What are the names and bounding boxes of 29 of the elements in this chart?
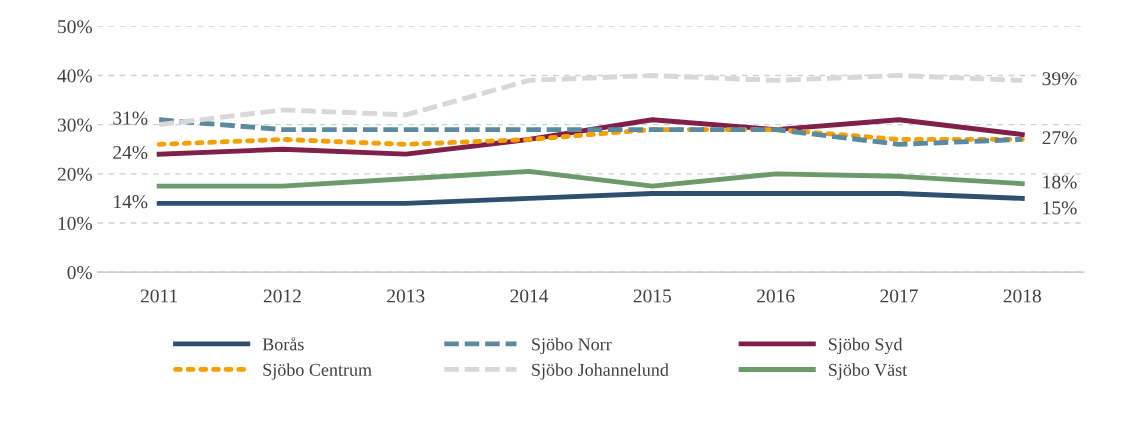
annotation: 15%	[1043, 201, 1077, 215]
legend-label: Borås	[262, 337, 304, 351]
annotation: 31%	[113, 111, 148, 125]
legend-label: Sjöbo Syd	[828, 337, 903, 355]
annotation: 24%	[113, 145, 148, 160]
legend-label: Sjöbo Norr	[532, 337, 612, 355]
x-tick-label: 2016	[757, 289, 795, 303]
x-tick-label: 2011	[140, 289, 178, 303]
legend-label: Sjöbo Centrum	[263, 363, 372, 380]
annotation: 27%	[1042, 131, 1077, 145]
y-tick-label: 20%	[57, 167, 92, 181]
y-tick-label: 30%	[57, 118, 92, 132]
x-tick-label: 2018	[1003, 289, 1041, 303]
annotation: 18%	[1043, 175, 1077, 189]
line-series	[156, 168, 1025, 189]
annotation: 39%	[1042, 72, 1077, 86]
legend-label: Sjöbo Väst	[828, 363, 908, 380]
y-tick-label: 50%	[58, 20, 92, 34]
annotation: 14%	[114, 195, 148, 209]
y-tick-label: 40%	[57, 69, 92, 83]
line-series	[156, 117, 1025, 147]
x-tick-label: 2013	[387, 289, 425, 303]
x-tick-label: 2014	[510, 289, 549, 303]
y-tick-label: 10%	[58, 216, 92, 231]
x-tick-label: 2017	[880, 289, 918, 303]
x-tick-label: 2012	[263, 289, 301, 303]
y-tick-label: 0%	[67, 266, 92, 280]
legend-label: Sjöbo Johannelund	[532, 363, 669, 380]
x-tick-label: 2015	[633, 289, 672, 303]
